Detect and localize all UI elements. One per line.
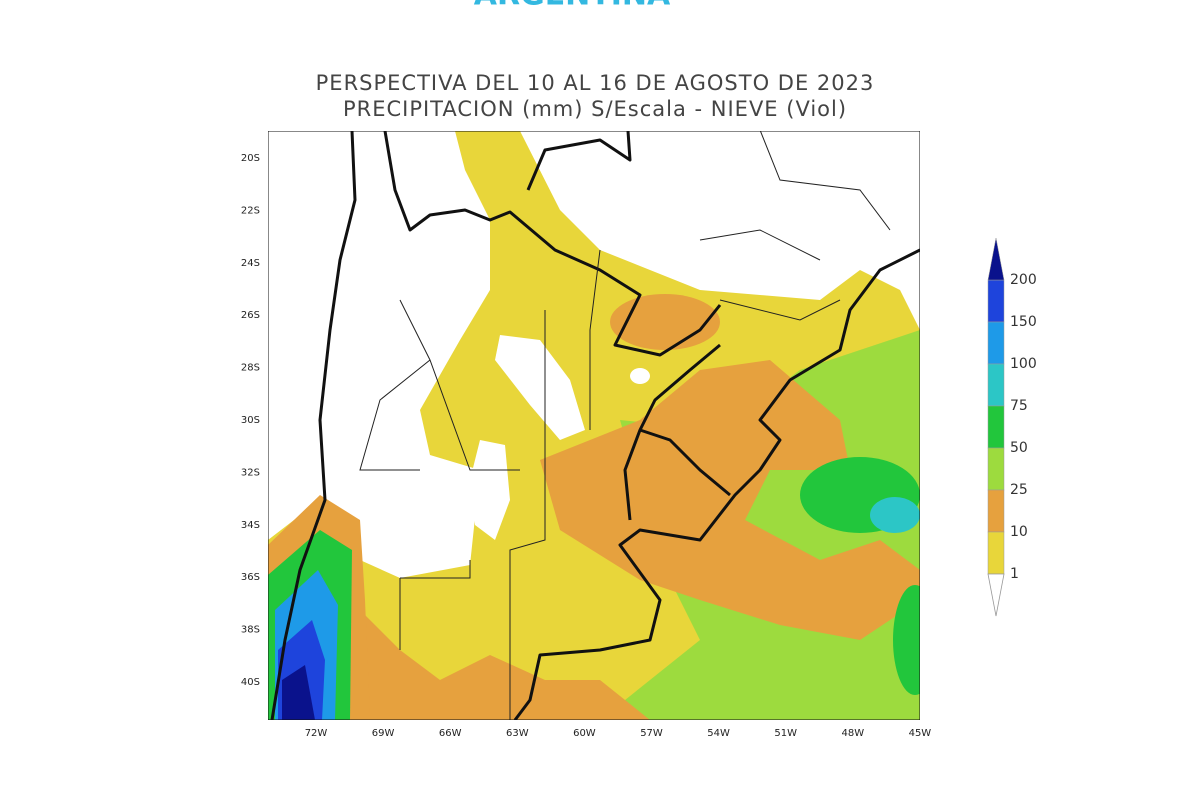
lon-label: 69W [372, 728, 395, 739]
legend-swatch [987, 279, 1005, 323]
lat-label: 26S [241, 310, 260, 321]
lat-label: 22S [241, 205, 260, 216]
legend-swatch [987, 447, 1005, 491]
legend-label: 1 [1010, 566, 1019, 582]
legend-label: 25 [1010, 482, 1028, 498]
legend-label: 150 [1010, 314, 1037, 330]
map-field [268, 131, 920, 720]
lon-label: 72W [305, 728, 328, 739]
lon-label: 54W [707, 728, 730, 739]
lon-label: 51W [774, 728, 797, 739]
map-title: PERSPECTIVA DEL 10 AL 16 DE AGOSTO DE 20… [316, 71, 875, 95]
lon-label: 60W [573, 728, 596, 739]
lon-label: 66W [439, 728, 462, 739]
lat-label: 38S [241, 625, 260, 636]
lon-label: 45W [909, 728, 932, 739]
legend-bottom-arrow [987, 573, 1005, 617]
legend-label: 100 [1010, 356, 1037, 372]
lat-label: 36S [241, 572, 260, 583]
legend-swatch [987, 321, 1005, 365]
legend-label: 10 [1010, 524, 1028, 540]
legend-swatch [987, 531, 1005, 575]
lat-label: 24S [241, 258, 260, 269]
legend-swatch [987, 363, 1005, 407]
lat-label: 32S [241, 467, 260, 478]
legend-label: 75 [1010, 398, 1028, 414]
lon-label: 48W [841, 728, 864, 739]
legend: 1 10 25 50 75 100 150 200 [987, 237, 1037, 617]
brand: ARGENTINA [474, 0, 671, 13]
legend-top-arrow [987, 237, 1005, 281]
lat-label: 40S [241, 677, 260, 688]
lat-label: 28S [241, 363, 260, 374]
lat-label: 20S [241, 153, 260, 164]
legend-swatch [987, 405, 1005, 449]
map-subtitle: PRECIPITACION (mm) S/Escala - NIEVE (Vio… [343, 97, 847, 121]
map-axes: 20S 22S 24S 26S 28S 30S 32S 34S 36S 38S 40S 72W 69W 6… [241, 153, 931, 739]
legend-label: 50 [1010, 440, 1028, 456]
legend-label: 200 [1010, 272, 1037, 288]
lon-label: 57W [640, 728, 663, 739]
lon-label: 63W [506, 728, 529, 739]
lat-label: 34S [241, 520, 260, 531]
legend-swatch [987, 489, 1005, 533]
lat-label: 30S [241, 415, 260, 426]
